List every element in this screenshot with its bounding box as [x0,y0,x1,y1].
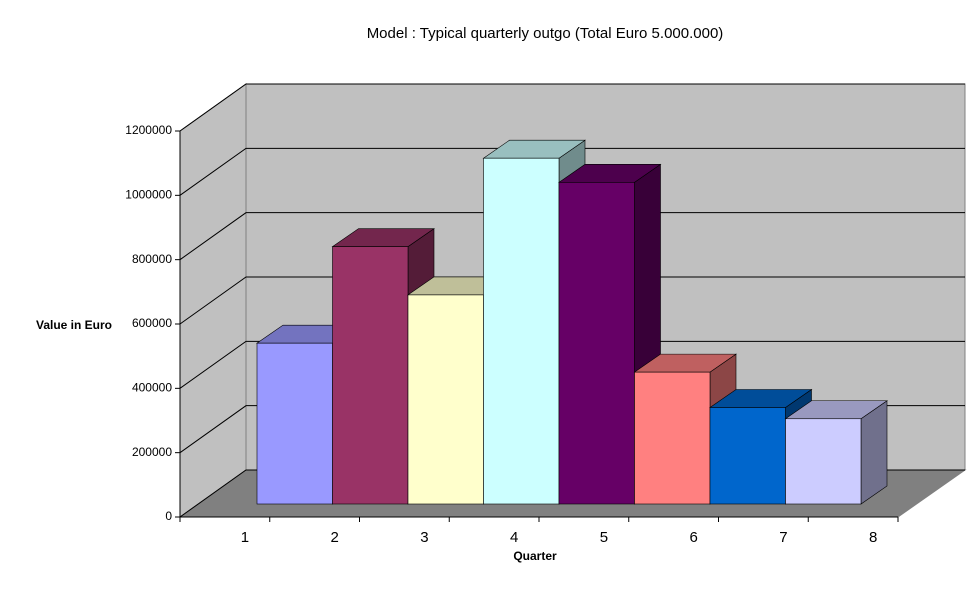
y-axis-title: Value in Euro [36,318,112,332]
grid-line [179,83,965,132]
grid-line [179,212,965,261]
x-axis-title: Quarter [513,549,557,563]
y-tick-label: 1200000 [125,123,172,137]
bar [256,342,333,505]
bar [785,418,862,505]
x-tick-label: 5 [600,529,608,546]
x-tick-label: 7 [779,529,787,546]
y-tick-label: 0 [165,509,172,523]
grid-line [179,147,965,196]
bar [407,294,484,505]
bar [483,157,560,505]
y-tick-label: 400000 [132,381,172,395]
bar [332,246,409,505]
bar [634,371,711,505]
x-tick-label: 3 [420,529,428,546]
x-tick-label: 6 [689,529,697,546]
grid-line [179,340,965,389]
y-tick-label: 200000 [132,445,172,459]
grid-line [179,276,965,325]
x-tick-label: 2 [330,529,338,546]
y-tick-label: 600000 [132,316,172,330]
y-tick-label: 800000 [132,252,172,266]
x-tick-label: 1 [241,529,249,546]
y-tick-label: 1000000 [125,188,172,202]
chart-title: Model : Typical quarterly outgo (Total E… [367,25,724,42]
x-tick-label: 4 [510,529,518,546]
x-tick-label: 8 [869,529,877,546]
bar [709,407,786,505]
bar [558,182,635,505]
